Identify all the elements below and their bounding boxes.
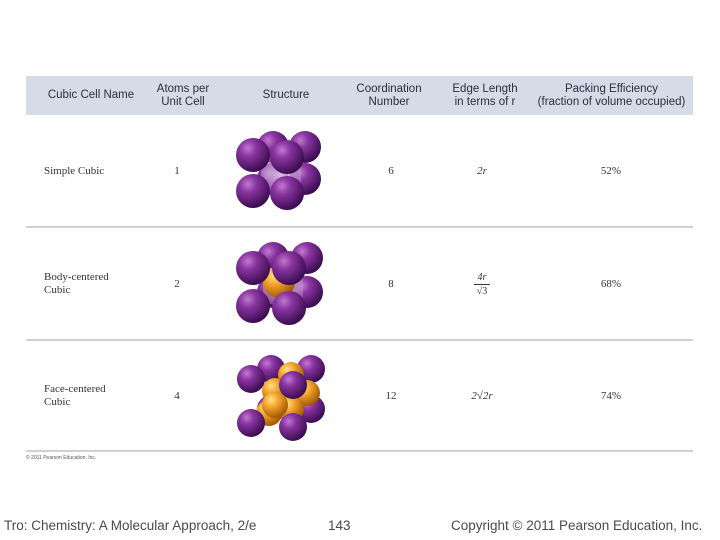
unit-cell-table: Cubic Cell Name Atoms per Unit Cell Stru… — [26, 76, 693, 462]
header-cell-packing: Packing Efficiency (fraction of volume o… — [534, 76, 689, 115]
row-name-line2: Cubic — [44, 396, 71, 408]
header-coord-line2: Number — [368, 95, 410, 108]
row-coordination: 6 — [388, 165, 394, 177]
fraction-bar — [474, 283, 490, 285]
header-pack-line1: Packing Efficiency — [564, 82, 659, 95]
edge-numerator: 4r — [477, 271, 487, 283]
row-name: Simple Cubic — [44, 115, 154, 227]
row-edge-length: 4r √3 — [462, 228, 502, 340]
header-edge-line2: in terms of r — [454, 95, 516, 108]
simple-cubic-structure-icon — [236, 131, 321, 210]
header-cell-structure: Structure — [246, 76, 326, 115]
header-cell-name: Cubic Cell Name — [26, 76, 156, 115]
row-packing: 52% — [600, 165, 622, 177]
header-pack-line2: (fraction of volume occupied) — [537, 95, 686, 108]
row-divider — [26, 339, 693, 341]
header-structure-text: Structure — [262, 89, 310, 101]
footer-copyright: Copyright © 2011 Pearson Education, Inc. — [451, 518, 703, 533]
row-divider — [26, 450, 693, 452]
footer-page-number: 143 — [328, 518, 351, 533]
edge-denominator: √3 — [476, 285, 488, 297]
header-atoms-line1: Atoms per — [156, 82, 210, 95]
row-atoms: 2 — [174, 278, 180, 290]
row-coordination: 8 — [388, 278, 394, 290]
row-atoms: 4 — [174, 390, 180, 402]
row-packing: 68% — [600, 278, 622, 290]
header-cell-edge: Edge Length in terms of r — [444, 76, 526, 115]
table-header: Cubic Cell Name Atoms per Unit Cell Stru… — [26, 76, 693, 115]
footer-book-title: Tro: Chemistry: A Molecular Approach, 2/… — [4, 518, 257, 533]
header-coord-line1: Coordination — [356, 82, 422, 95]
figure-copyright: © 2011 Pearson Education, Inc. — [26, 455, 97, 461]
header-atoms-line2: Unit Cell — [161, 95, 205, 108]
row-name: Body-centered Cubic — [44, 228, 154, 340]
header-name-text: Cubic Cell Name — [47, 89, 135, 101]
row-edge-length: 2r — [477, 165, 487, 177]
table-row-simple-cubic: Simple Cubic 1 6 2r 52% — [26, 115, 693, 227]
row-name-line1: Body-centered — [44, 271, 109, 283]
row-packing: 74% — [600, 390, 622, 402]
row-name-line1: Face-centered — [44, 383, 106, 395]
edge-fraction: 4r √3 — [474, 272, 490, 297]
row-atoms: 1 — [174, 165, 180, 177]
header-edge-line1: Edge Length — [452, 82, 518, 95]
face-centered-cubic-structure-icon — [237, 355, 325, 441]
row-edge-length: 2√2r — [471, 390, 493, 402]
header-cell-atoms: Atoms per Unit Cell — [148, 76, 218, 115]
row-name-line2: Cubic — [44, 284, 71, 296]
header-cell-coordination: Coordination Number — [349, 76, 429, 115]
row-name: Face-centered Cubic — [44, 341, 154, 451]
row-name-line1: Simple Cubic — [44, 164, 105, 177]
row-coordination: 12 — [385, 390, 397, 402]
row-divider — [26, 226, 693, 228]
table-row-face-centered-cubic: Face-centered Cubic 4 12 2√2r 74% — [26, 341, 693, 451]
body-centered-cubic-structure-icon — [236, 242, 323, 325]
table-row-body-centered-cubic: Body-centered Cubic 2 8 4r √3 68% — [26, 228, 693, 340]
